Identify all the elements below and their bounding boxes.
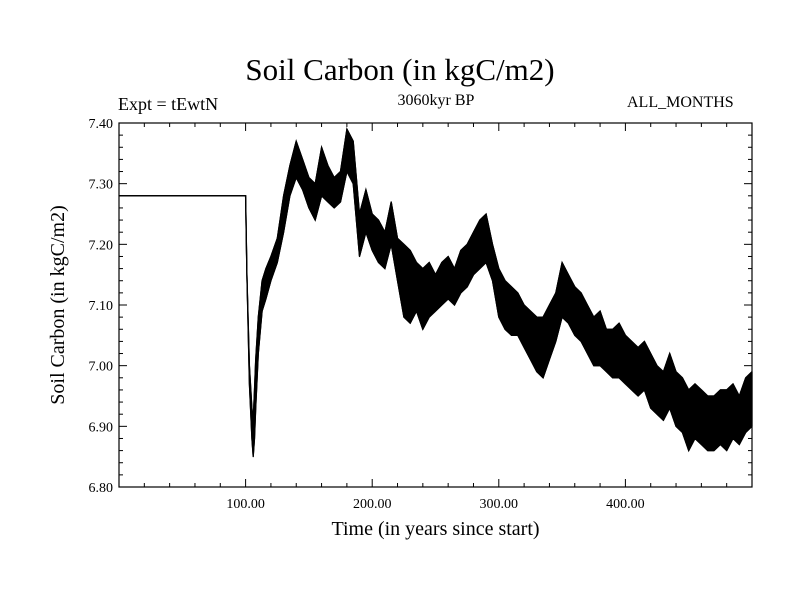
series-band: [118, 128, 753, 458]
y-tick-label: 7.00: [89, 360, 114, 375]
x-axis-label: Time (in years since start): [331, 518, 539, 540]
y-tick-label: 6.90: [89, 420, 114, 435]
series-lower-line: [119, 169, 753, 457]
x-tick-label: 400.00: [606, 497, 645, 512]
x-axis-ticks: 100.00 200.00 300.00 400.00: [143, 123, 728, 512]
y-axis-label: Soil Carbon (in kgC/m2): [47, 205, 69, 404]
y-tick-label: 7.10: [89, 299, 114, 314]
y-tick-label: 7.40: [89, 117, 114, 132]
series-upper-line: [119, 127, 753, 421]
x-tick-label: 200.00: [353, 497, 392, 512]
months-label: ALL_MONTHS: [627, 94, 734, 111]
chart-title: Soil Carbon (in kgC/m2): [245, 52, 555, 87]
x-tick-label: 100.00: [226, 497, 265, 512]
y-tick-label: 6.80: [89, 481, 114, 496]
chart-subtitle: 3060kyr BP: [397, 92, 475, 109]
y-tick-label: 7.30: [89, 178, 114, 193]
y-tick-label: 7.20: [89, 238, 114, 253]
x-tick-label: 300.00: [480, 497, 519, 512]
y-axis-ticks: 6.80 6.90 7.00 7.10 7.20 7.30 7.40: [89, 117, 752, 496]
plot-frame: [118, 122, 753, 488]
series-layer: [118, 127, 753, 458]
experiment-label: Expt = tEwtN: [118, 94, 219, 114]
